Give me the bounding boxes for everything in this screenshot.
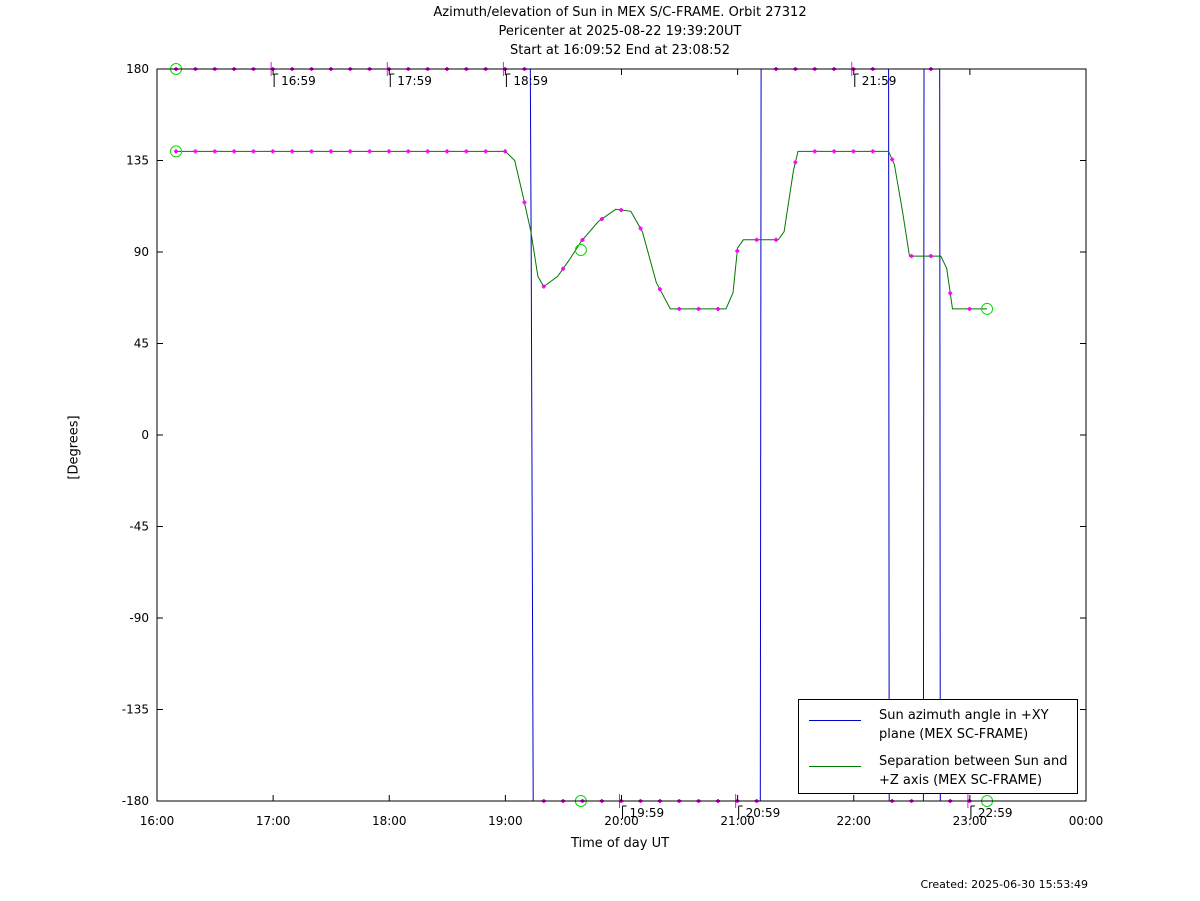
y-tick-label: 180 [126,62,149,76]
chart-title: Azimuth/elevation of Sun in MEX S/C-FRAM… [433,5,807,20]
plot-frame [156,68,1087,802]
y-tick-label: 45 [134,337,149,351]
legend-label-separation-line1: Separation between Sun and [879,754,1068,769]
series-line-0 [176,68,988,802]
y-tick-label: 135 [126,154,149,168]
circle-markers [170,63,994,807]
hour-tick-label: 16:59 [281,74,316,88]
x-tick-label: 21:00 [720,814,755,828]
sample-dots [174,67,972,803]
chart-subtitle-pericenter: Pericenter at 2025-08-22 19:39:20UT [498,24,742,39]
x-tick-label: 19:00 [488,814,523,828]
axis-ticks: 16:00 17:00 18:00 19:00 20:00 21:00 22:00 23:00… [122,62,1104,828]
legend-swatch-azimuth [809,720,861,721]
legend: Sun azimuth angle in +XY plane (MEX SC-F… [798,699,1078,794]
y-tick-label: -45 [129,520,149,534]
legend-label-azimuth-line2: plane (MEX SC-FRAME) [879,727,1029,742]
x-tick-label: 17:00 [256,814,291,828]
hour-tick-label: 18:59 [513,74,548,88]
legend-swatch-separation [809,766,861,767]
x-tick-label: 22:00 [836,814,871,828]
legend-entry-azimuth: Sun azimuth angle in +XY plane (MEX SC-F… [809,706,1069,746]
hour-tick-label: 22:59 [978,806,1013,820]
y-tick-label: -135 [122,703,149,717]
y-tick-label: 0 [141,428,149,442]
x-axis-label: Time of day UT [570,836,670,851]
circle-marker [574,243,587,256]
plot-lines [176,68,988,802]
x-tick-label: 16:00 [140,814,175,828]
circle-marker [170,145,183,158]
created-timestamp: Created: 2025-06-30 15:53:49 [920,878,1088,891]
y-tick-label: 90 [134,245,149,259]
y-axis-label: [Degrees] [66,415,82,480]
x-tick-label: 23:00 [953,814,988,828]
legend-label-separation-line2: +Z axis (MEX SC-FRAME) [879,773,1043,788]
y-tick-label: -180 [122,794,149,808]
circle-marker [981,302,994,315]
series-line-1 [176,150,988,310]
hour-tick-label: 20:59 [746,806,781,820]
legend-label-azimuth-line1: Sun azimuth angle in +XY [879,708,1049,723]
x-tick-label: 18:00 [372,814,407,828]
hour-tick-label: 21:59 [862,74,897,88]
x-tick-label: 00:00 [1069,814,1104,828]
hour-tick-label: 17:59 [397,74,432,88]
chart-subtitle-time-range: Start at 16:09:52 End at 23:08:52 [509,43,731,58]
hour-tick-label: 19:59 [630,806,665,820]
hour-tick-marks: 16:59 17:59 18:59 19:59 20:59 21:59 22:59 [265,62,1012,820]
x-tick-label: 20:00 [604,814,639,828]
legend-entry-separation: Separation between Sun and +Z axis (MEX … [809,752,1069,792]
y-tick-label: -90 [129,611,149,625]
